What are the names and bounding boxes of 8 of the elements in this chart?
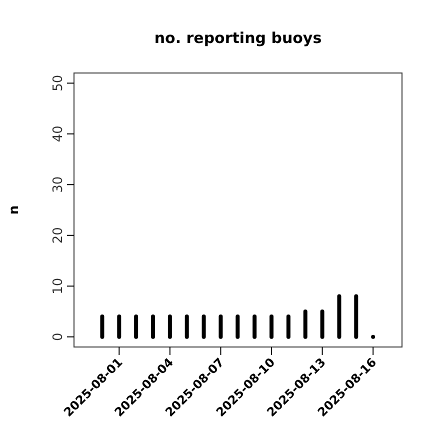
y-axis-title: n <box>7 205 22 215</box>
y-tick-label: 30 <box>51 176 66 193</box>
y-tick-label: 10 <box>51 278 66 294</box>
y-tick-label: 50 <box>51 74 66 92</box>
y-tick-label: 0 <box>51 332 66 341</box>
y-tick-label: 20 <box>51 227 66 244</box>
y-tick-label: 40 <box>51 126 66 142</box>
chart-title: no. reporting buoys <box>154 29 322 47</box>
